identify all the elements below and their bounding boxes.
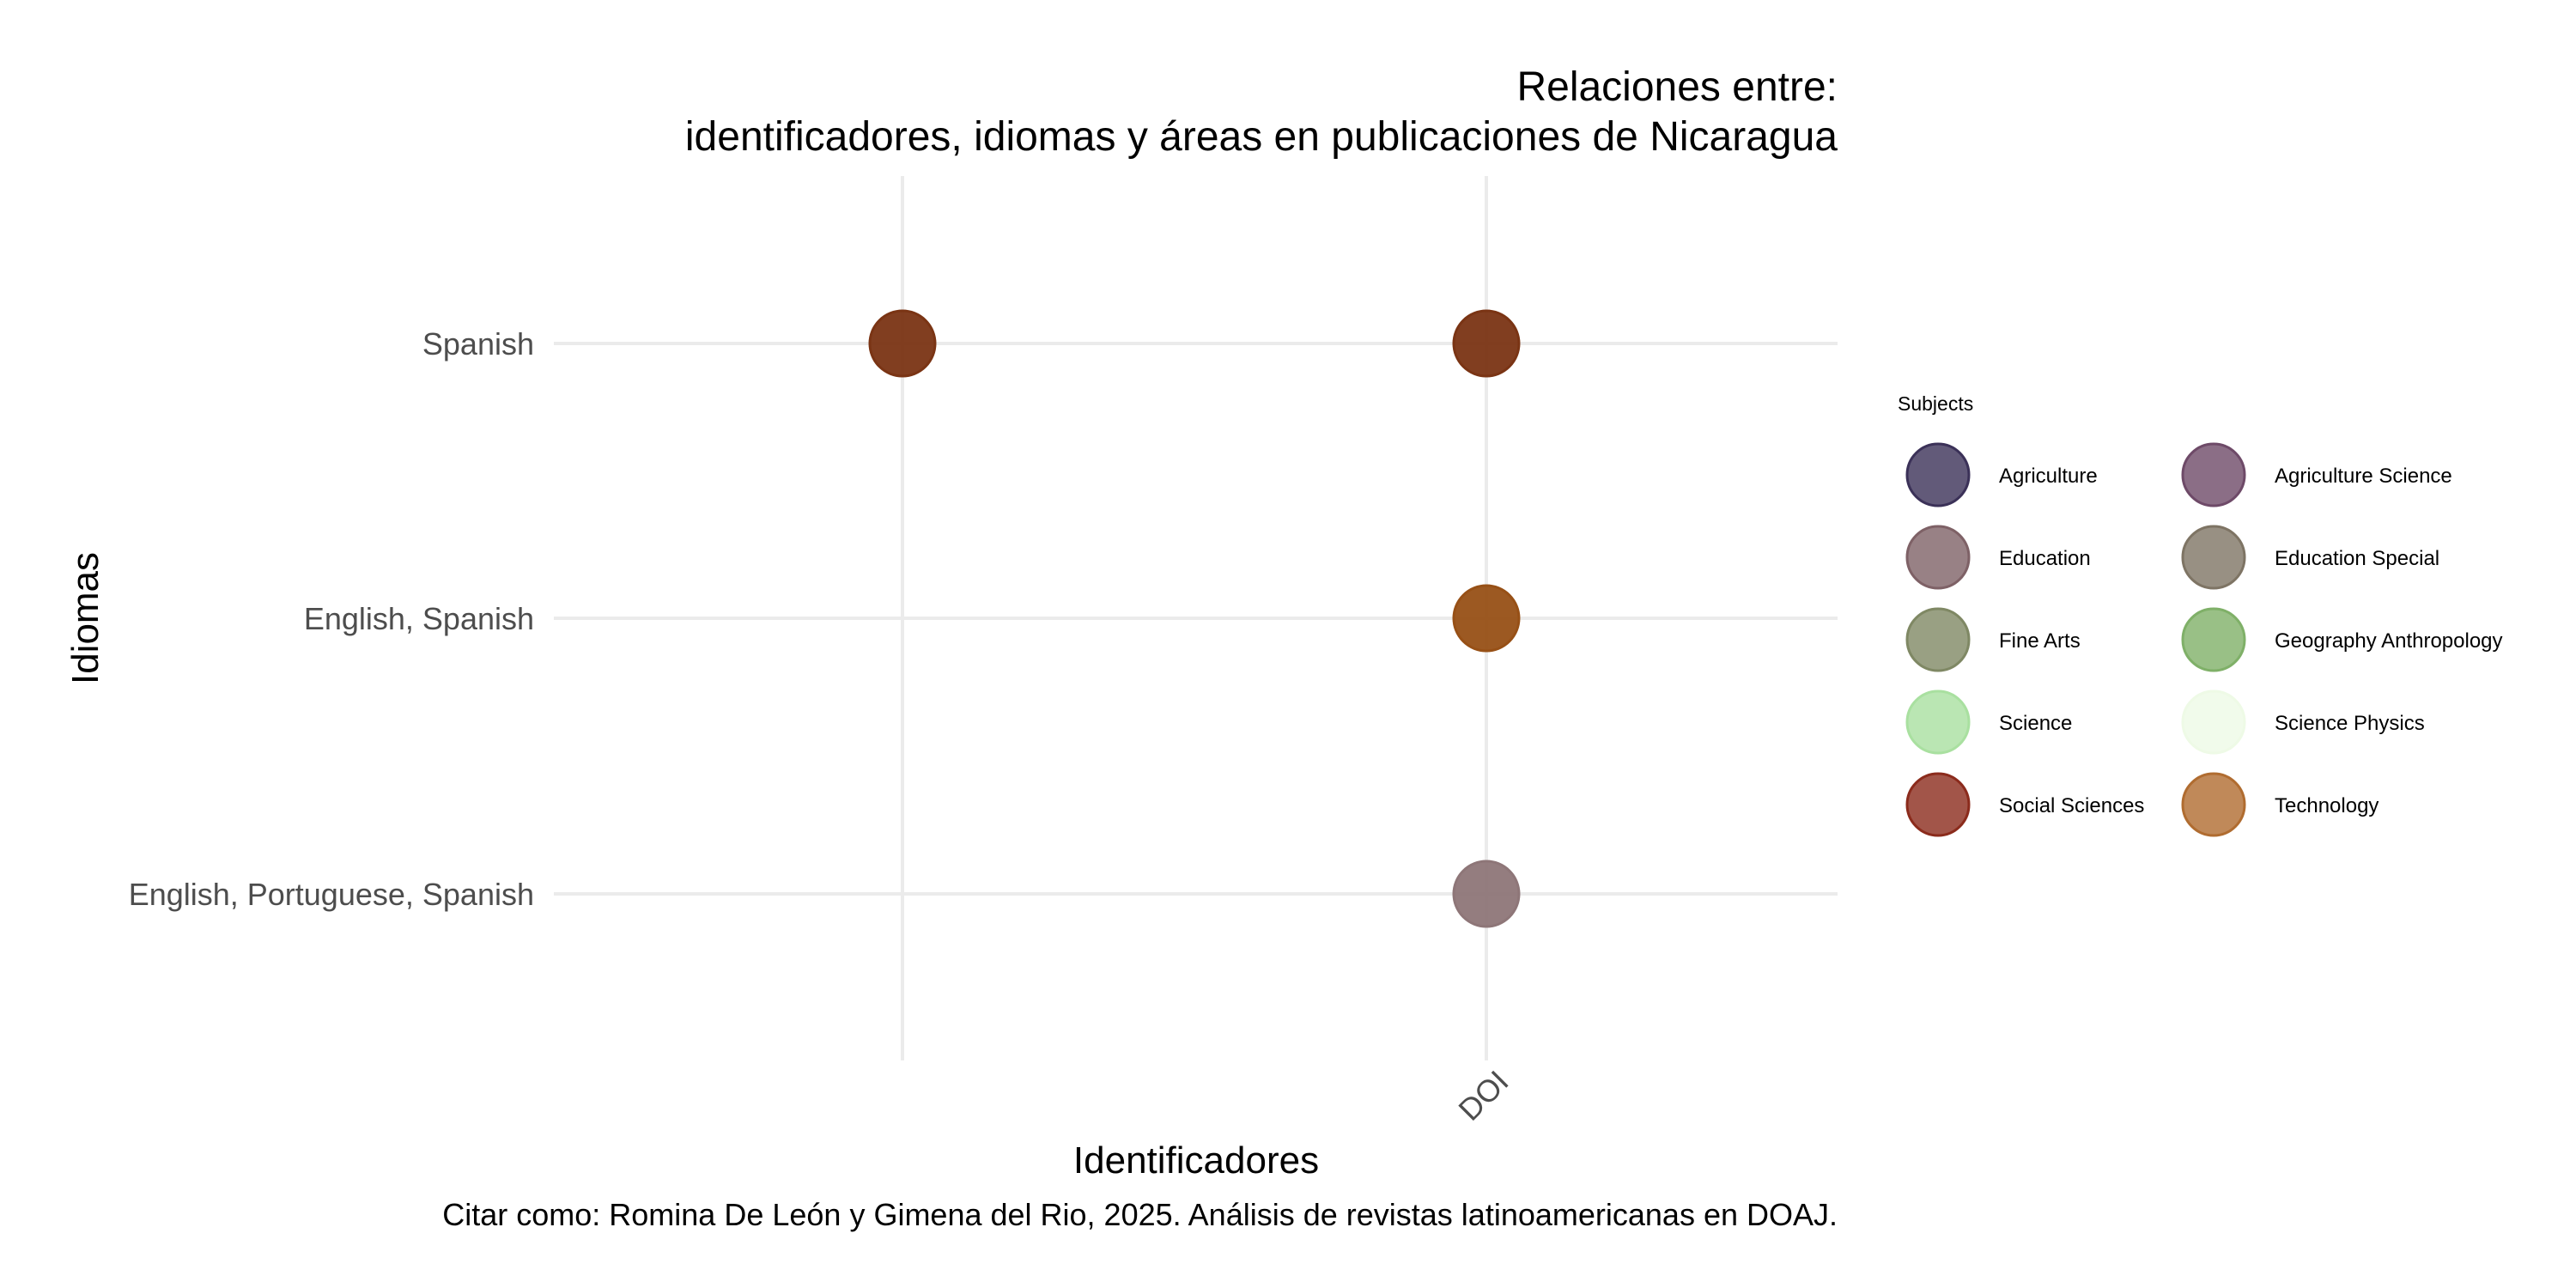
legend-label: Agriculture Science <box>2275 465 2452 488</box>
x-axis-title: Identificadores <box>1073 1139 1319 1182</box>
legend-key <box>1905 772 1971 837</box>
data-points <box>868 309 1521 928</box>
legend-key <box>2181 525 2246 590</box>
x-tick-label: DOI <box>1451 1064 1515 1127</box>
legend-label: Agriculture <box>1999 465 2098 488</box>
y-tick-label: Spanish <box>422 326 534 361</box>
legend-label: Geography Anthropology <box>2275 629 2503 653</box>
y-axis-title: Idiomas <box>64 552 106 684</box>
legend-label: Social Sciences <box>1999 794 2144 817</box>
legend-key <box>1905 690 1971 755</box>
legend-title: Subjects <box>1898 392 1973 415</box>
legend-key <box>1905 442 1971 507</box>
legend-key <box>1905 525 1971 590</box>
legend-label: Fine Arts <box>1999 629 2081 653</box>
legend-label: Education Special <box>2275 547 2439 570</box>
data-point <box>868 309 937 378</box>
legend-key <box>2181 442 2246 507</box>
data-point <box>1452 860 1521 928</box>
y-tick-label: English, Portuguese, Spanish <box>129 877 534 912</box>
data-point <box>1452 584 1521 653</box>
legend-key <box>2181 690 2246 755</box>
y-tick-labels: Spanish English, Spanish English, Portugue… <box>129 326 534 912</box>
grid <box>554 176 1838 1060</box>
x-tick-labels: DOI <box>1451 1064 1515 1127</box>
legend-key <box>2181 607 2246 672</box>
legend: Subjects Agriculture Agriculture Science E… <box>1898 392 2503 837</box>
legend-label: Education <box>1999 547 2091 570</box>
legend-key <box>1905 607 1971 672</box>
legend-label: Technology <box>2275 794 2379 817</box>
legend-label: Science <box>1999 712 2072 735</box>
chart-title-line1: Relaciones entre: <box>1516 64 1838 110</box>
legend-label: Science Physics <box>2275 712 2425 735</box>
legend-key <box>2181 772 2246 837</box>
data-point <box>1452 309 1521 378</box>
chart-title-line2: identificadores, idiomas y áreas en publ… <box>685 114 1838 160</box>
caption: Citar como: Romina De León y Gimena del … <box>442 1197 1838 1232</box>
y-tick-label: English, Spanish <box>304 601 534 636</box>
